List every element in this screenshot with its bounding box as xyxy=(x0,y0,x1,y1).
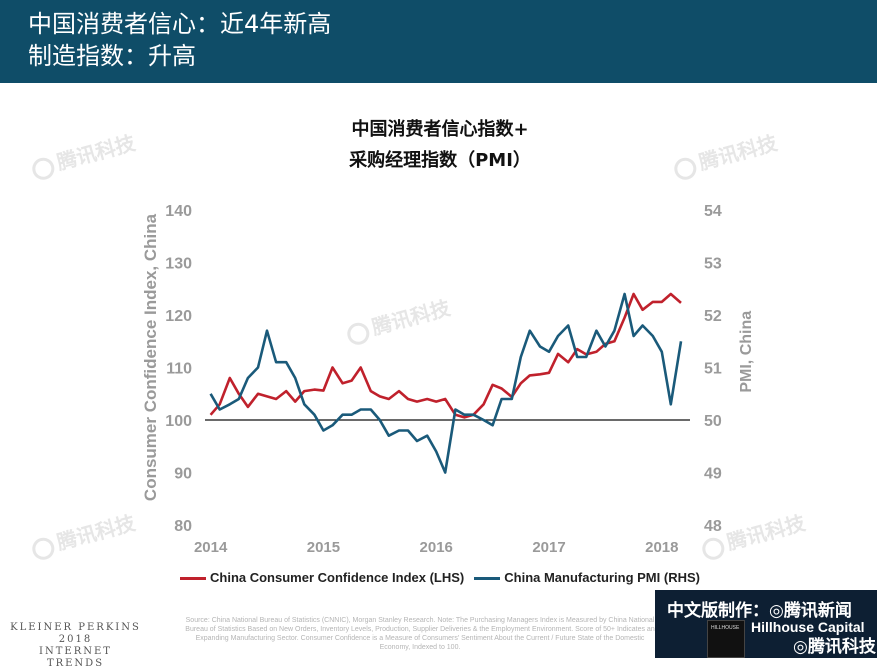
left-tick-label: 90 xyxy=(174,466,192,483)
legend-swatch-cci xyxy=(180,577,206,581)
x-tick-label: 2017 xyxy=(532,539,565,556)
left-tick-label: 130 xyxy=(165,256,192,273)
page-header: 中国消费者信心：近4年新高 制造指数：升高 xyxy=(0,0,877,83)
chart-legend: China Consumer Confidence Index (LHS) Ch… xyxy=(180,570,700,585)
right-tick-label: 53 xyxy=(704,256,722,273)
left-tick-label: 80 xyxy=(174,518,192,535)
legend-item-cci: China Consumer Confidence Index (LHS) xyxy=(180,570,464,585)
chart-subtitle: 采购经理指数（PMI） xyxy=(349,150,531,171)
right-tick-label: 54 xyxy=(704,203,722,220)
brand-cn-label: 中文版制作：◎腾讯新闻 xyxy=(667,601,852,621)
left-axis-label: Consumer Confidence Index, China xyxy=(141,213,160,501)
page-title: 中国消费者信心：近4年新高 xyxy=(28,10,332,38)
series-line-cci xyxy=(209,292,682,419)
right-tick-label: 51 xyxy=(704,361,722,378)
right-tick-label: 48 xyxy=(704,518,722,535)
tencent-tech-label: ◎腾讯科技 xyxy=(793,637,876,657)
x-tick-label: 2015 xyxy=(307,539,340,556)
left-tick-label: 110 xyxy=(166,361,192,378)
legend-swatch-pmi xyxy=(474,577,501,581)
legend-item-pmi: China Manufacturing PMI (RHS) xyxy=(474,570,700,585)
chart-title: 中国消费者信心指数+ xyxy=(351,119,529,140)
source-note: Source: China National Bureau of Statist… xyxy=(185,617,655,651)
right-axis-label: PMI, China xyxy=(738,311,755,393)
x-tick-label: 2016 xyxy=(420,539,453,556)
left-tick-label: 100 xyxy=(165,413,192,430)
page-subtitle: 制造指数：升高 xyxy=(28,42,196,70)
x-tick-label: 2014 xyxy=(194,539,228,556)
hillhouse-label: Hillhouse Capital xyxy=(751,619,865,635)
hillhouse-logo-icon: HILLHOUSE xyxy=(707,620,745,658)
right-tick-label: 49 xyxy=(704,466,722,483)
series-line-pmi xyxy=(209,292,683,474)
kleiner-perkins-logo: KLEINER PERKINS 2018 INTERNET TRENDS xyxy=(10,622,141,669)
x-tick-label: 2018 xyxy=(645,539,678,556)
left-tick-label: 140 xyxy=(165,203,192,220)
brand-banner: 中文版制作：◎腾讯新闻 HILLHOUSE Hillhouse Capital … xyxy=(655,590,877,658)
right-tick-label: 50 xyxy=(704,413,722,430)
left-tick-label: 120 xyxy=(165,308,192,325)
right-tick-label: 52 xyxy=(704,308,722,325)
